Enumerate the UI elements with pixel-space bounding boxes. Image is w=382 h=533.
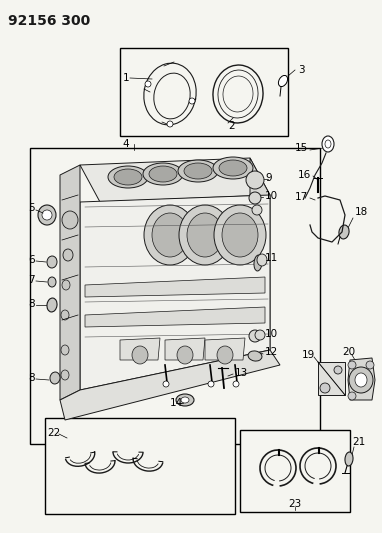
Ellipse shape: [222, 213, 258, 257]
Ellipse shape: [278, 76, 288, 86]
Polygon shape: [120, 338, 160, 360]
Ellipse shape: [248, 351, 262, 361]
Text: 10: 10: [265, 329, 278, 339]
Text: 11: 11: [265, 253, 278, 263]
Text: 2: 2: [228, 121, 235, 131]
Ellipse shape: [47, 256, 57, 268]
Ellipse shape: [345, 452, 353, 466]
Ellipse shape: [42, 210, 52, 220]
Ellipse shape: [145, 81, 151, 87]
Polygon shape: [80, 195, 270, 390]
Polygon shape: [348, 358, 375, 400]
Ellipse shape: [179, 205, 231, 265]
Ellipse shape: [233, 381, 239, 387]
Ellipse shape: [177, 346, 193, 364]
Ellipse shape: [246, 171, 264, 189]
Polygon shape: [60, 165, 80, 400]
Ellipse shape: [249, 192, 261, 204]
Ellipse shape: [184, 163, 212, 179]
Polygon shape: [85, 307, 265, 327]
Text: 12: 12: [265, 347, 278, 357]
Ellipse shape: [163, 381, 169, 387]
Text: 8: 8: [28, 373, 35, 383]
Text: 15: 15: [295, 143, 308, 153]
Text: 18: 18: [355, 207, 368, 217]
Polygon shape: [205, 338, 245, 360]
Text: 6: 6: [28, 255, 35, 265]
Ellipse shape: [213, 157, 253, 179]
Bar: [45, 418, 235, 514]
Text: 23: 23: [288, 499, 302, 509]
Ellipse shape: [178, 160, 218, 182]
Text: 92156 300: 92156 300: [8, 14, 90, 28]
Text: 4: 4: [122, 139, 129, 149]
Ellipse shape: [325, 140, 331, 148]
Polygon shape: [165, 338, 205, 360]
Ellipse shape: [334, 366, 342, 374]
Ellipse shape: [47, 298, 57, 312]
Text: 17: 17: [295, 192, 308, 202]
Bar: [30, 148, 320, 444]
Text: 16: 16: [298, 170, 311, 180]
Ellipse shape: [63, 249, 73, 261]
Ellipse shape: [348, 392, 356, 400]
Ellipse shape: [143, 163, 183, 185]
Ellipse shape: [114, 169, 142, 185]
Text: 19: 19: [302, 350, 315, 360]
Ellipse shape: [339, 225, 349, 239]
Ellipse shape: [152, 213, 188, 257]
Ellipse shape: [181, 397, 189, 403]
Text: 21: 21: [352, 437, 365, 447]
Ellipse shape: [217, 346, 233, 364]
Ellipse shape: [320, 383, 330, 393]
Text: 3: 3: [298, 65, 304, 75]
Ellipse shape: [61, 370, 69, 380]
Ellipse shape: [255, 330, 265, 340]
Text: 1: 1: [123, 73, 129, 83]
Text: 8: 8: [28, 299, 35, 309]
Ellipse shape: [62, 211, 78, 229]
Ellipse shape: [144, 205, 196, 265]
Ellipse shape: [252, 205, 262, 215]
Text: 10: 10: [265, 191, 278, 201]
Polygon shape: [85, 277, 265, 297]
Ellipse shape: [149, 166, 177, 182]
Ellipse shape: [187, 213, 223, 257]
Ellipse shape: [348, 361, 356, 369]
Text: 13: 13: [235, 368, 248, 378]
Bar: [120, 48, 288, 136]
Ellipse shape: [249, 330, 261, 342]
Bar: [240, 430, 350, 512]
Ellipse shape: [108, 166, 148, 188]
Ellipse shape: [366, 361, 374, 369]
Ellipse shape: [322, 136, 334, 152]
Text: 14: 14: [170, 398, 183, 408]
Ellipse shape: [38, 205, 56, 225]
Ellipse shape: [62, 280, 70, 290]
Text: 7: 7: [28, 275, 35, 285]
Ellipse shape: [257, 254, 267, 266]
Ellipse shape: [208, 381, 214, 387]
Ellipse shape: [349, 367, 373, 393]
Text: 22: 22: [47, 428, 60, 438]
Text: 9: 9: [265, 173, 272, 183]
Ellipse shape: [132, 346, 148, 364]
Polygon shape: [318, 362, 345, 395]
Ellipse shape: [61, 310, 69, 320]
Ellipse shape: [61, 345, 69, 355]
Ellipse shape: [214, 205, 266, 265]
Text: 5: 5: [28, 203, 35, 213]
Ellipse shape: [176, 394, 194, 406]
Polygon shape: [60, 350, 280, 420]
Polygon shape: [80, 158, 270, 202]
Ellipse shape: [189, 98, 195, 104]
Polygon shape: [250, 158, 270, 350]
Ellipse shape: [48, 277, 56, 287]
Ellipse shape: [219, 160, 247, 176]
Text: 20: 20: [342, 347, 355, 357]
Ellipse shape: [254, 255, 262, 271]
Ellipse shape: [355, 373, 367, 387]
Ellipse shape: [50, 372, 60, 384]
Ellipse shape: [167, 121, 173, 127]
